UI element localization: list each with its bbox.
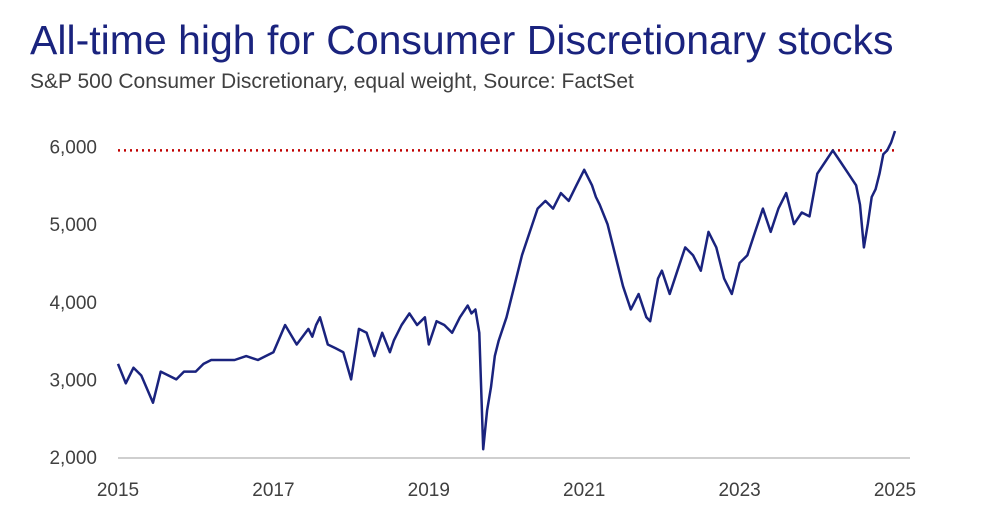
x-tick-label: 2021: [563, 480, 605, 501]
x-tick-label: 2019: [408, 480, 450, 501]
chart-title: All-time high for Consumer Discretionary…: [30, 17, 894, 63]
x-tick-label: 2017: [252, 480, 294, 501]
y-axis-ticks: 2,000 3,000 4,000 5,000 6,000: [49, 138, 97, 469]
chart-subtitle: S&P 500 Consumer Discretionary, equal we…: [30, 70, 634, 93]
x-tick-label: 2023: [718, 480, 760, 501]
x-tick-label: 2025: [874, 480, 916, 501]
y-tick-label: 4,000: [49, 293, 97, 314]
series-line: [116, 130, 897, 451]
y-tick-label: 5,000: [49, 215, 97, 236]
x-tick-label: 2015: [97, 480, 139, 501]
x-axis-ticks: 2015 2017 2019 2021 2023 2025: [97, 480, 916, 501]
y-tick-label: 6,000: [49, 138, 97, 159]
y-tick-label: 3,000: [49, 370, 97, 391]
y-tick-label: 2,000: [49, 448, 97, 469]
